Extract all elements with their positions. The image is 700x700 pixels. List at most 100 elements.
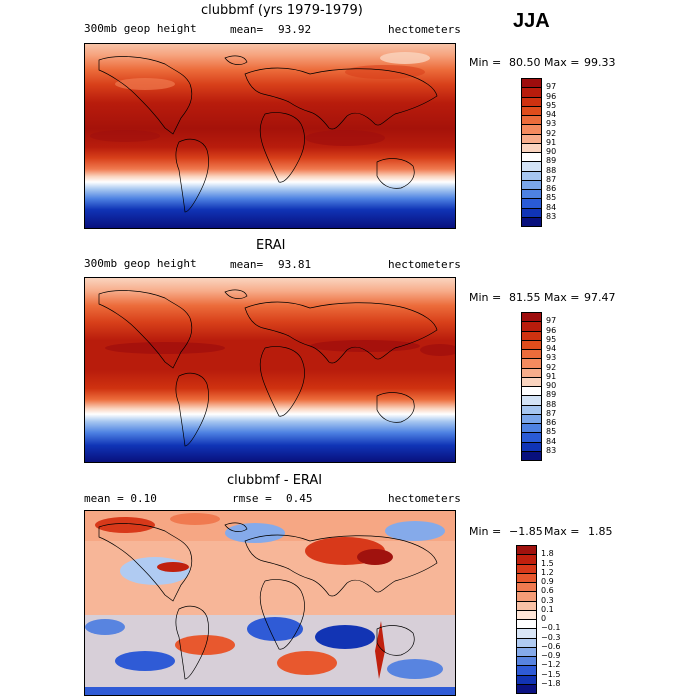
colorbar-swatch [516, 683, 537, 694]
panel2-mean-label: mean= [230, 258, 264, 271]
colorbar-label: 89 [546, 390, 557, 400]
colorbar-swatch [521, 115, 542, 126]
colorbar-swatch [521, 339, 542, 350]
colorbar-swatch [516, 656, 537, 667]
colorbar-swatch [521, 207, 542, 218]
panel2-mean-value: 93.81 [278, 258, 312, 271]
colorbar-swatch [521, 441, 542, 452]
colorbar-swatch [516, 582, 537, 593]
panel3-min-label: Min = [469, 525, 502, 538]
colorbar-label: 1.8 [541, 549, 554, 559]
panel1-colorbar: 97 96 95 94 93 92 91 90 89 88 87 86 85 84 83 [521, 78, 581, 228]
colorbar-swatch [521, 87, 542, 98]
panel1-min-value: 80.50 [509, 56, 541, 69]
panel2-colorbar: 97 96 95 94 93 92 91 90 89 88 87 86 85 84 83 [521, 312, 581, 462]
colorbar-swatch [521, 376, 542, 387]
colorbar-swatch [521, 358, 542, 369]
panel1-variable-label: 300mb geop height [84, 22, 197, 35]
colorbar-swatch [521, 161, 542, 172]
colorbar-label: 84 [546, 436, 557, 446]
colorbar-label: 84 [546, 202, 557, 212]
panel1-mean-label: mean= [230, 23, 264, 36]
colorbar-swatch [516, 665, 537, 676]
panel2-title: ERAI [256, 238, 286, 253]
colorbar-label: 83 [546, 211, 557, 221]
colorbar-label: 97 [546, 82, 557, 92]
panel2-variable-label: 300mb geop height [84, 257, 197, 270]
colorbar-label: 85 [546, 193, 557, 203]
panel3-min-value: −1.85 [509, 525, 543, 538]
panel3-units: hectometers [388, 492, 461, 505]
colorbar-label: 91 [546, 137, 557, 147]
colorbar-swatch [516, 554, 537, 565]
colorbar-label: 93 [546, 119, 557, 129]
colorbar-label: 91 [546, 371, 557, 381]
panel1-mean-value: 93.92 [278, 23, 312, 36]
colorbar-swatch [521, 96, 542, 107]
panel1-title: clubbmf (yrs 1979-1979) [201, 3, 363, 18]
colorbar-label: 0.6 [541, 586, 554, 596]
panel2-units: hectometers [388, 258, 461, 271]
colorbar-swatch [516, 545, 537, 556]
colorbar-label: 88 [546, 399, 557, 409]
colorbar-label: 97 [546, 316, 557, 326]
season-label: JJA [513, 10, 550, 32]
colorbar-label: 0.9 [541, 577, 554, 586]
colorbar-label: 0.3 [541, 595, 554, 605]
colorbar-swatch [521, 142, 542, 153]
colorbar-label: 88 [546, 165, 557, 175]
colorbar-label: 90 [546, 381, 557, 390]
colorbar-swatch [516, 646, 537, 657]
colorbar-swatch [521, 432, 542, 443]
colorbar-swatch [521, 152, 542, 163]
colorbar-swatch [516, 600, 537, 611]
colorbar-swatch [521, 413, 542, 424]
colorbar-swatch [521, 330, 542, 341]
colorbar-label: 94 [546, 344, 557, 353]
colorbar-label: 92 [546, 128, 557, 138]
colorbar-label: 1.2 [541, 567, 554, 577]
panel1-min-label: Min = [469, 56, 502, 69]
colorbar-swatch [521, 395, 542, 406]
panel2-max-value: 97.47 [584, 291, 616, 304]
colorbar-label: 93 [546, 353, 557, 363]
colorbar-label: 95 [546, 334, 557, 344]
colorbar-swatch [521, 321, 542, 332]
colorbar-swatch [516, 637, 537, 648]
colorbar-label: −0.1 [541, 623, 561, 633]
colorbar-swatch [521, 423, 542, 434]
colorbar-label: 87 [546, 408, 557, 418]
colorbar-label: 89 [546, 156, 557, 166]
panel2-map-field [85, 278, 455, 462]
colorbar-swatch [521, 349, 542, 360]
panel2-min-label: Min = [469, 291, 502, 304]
colorbar-swatch [521, 105, 542, 116]
colorbar-label: −1.2 [541, 660, 561, 670]
colorbar-label: 86 [546, 418, 557, 427]
colorbar-label: 96 [546, 91, 557, 101]
colorbar-swatch [521, 216, 542, 227]
panel3-rmse-value: 0.45 [286, 492, 313, 505]
panel1-max-label: Max = [544, 56, 580, 69]
panel3-title: clubbmf - ERAI [227, 473, 323, 488]
colorbar-swatch [521, 78, 542, 89]
panel1-max-value: 99.33 [584, 56, 616, 69]
colorbar-label: 92 [546, 362, 557, 372]
colorbar-label: 86 [546, 184, 557, 193]
colorbar-label: 0.1 [541, 604, 554, 614]
panel1-map-field [85, 44, 455, 228]
colorbar-label: 90 [546, 147, 557, 156]
panel3-map-field [85, 511, 455, 695]
panel2-min-value: 81.55 [509, 291, 541, 304]
panel3-map [84, 510, 456, 696]
colorbar-swatch [516, 591, 537, 602]
colorbar-label: 83 [546, 445, 557, 455]
colorbar-swatch [521, 170, 542, 181]
colorbar-label: 0 [541, 614, 547, 623]
panel1-units: hectometers [388, 23, 461, 36]
colorbar-swatch [521, 133, 542, 144]
colorbar-label: 87 [546, 174, 557, 184]
colorbar-swatch [521, 312, 542, 323]
colorbar-label: −0.6 [541, 641, 561, 651]
colorbar-swatch [516, 572, 537, 583]
